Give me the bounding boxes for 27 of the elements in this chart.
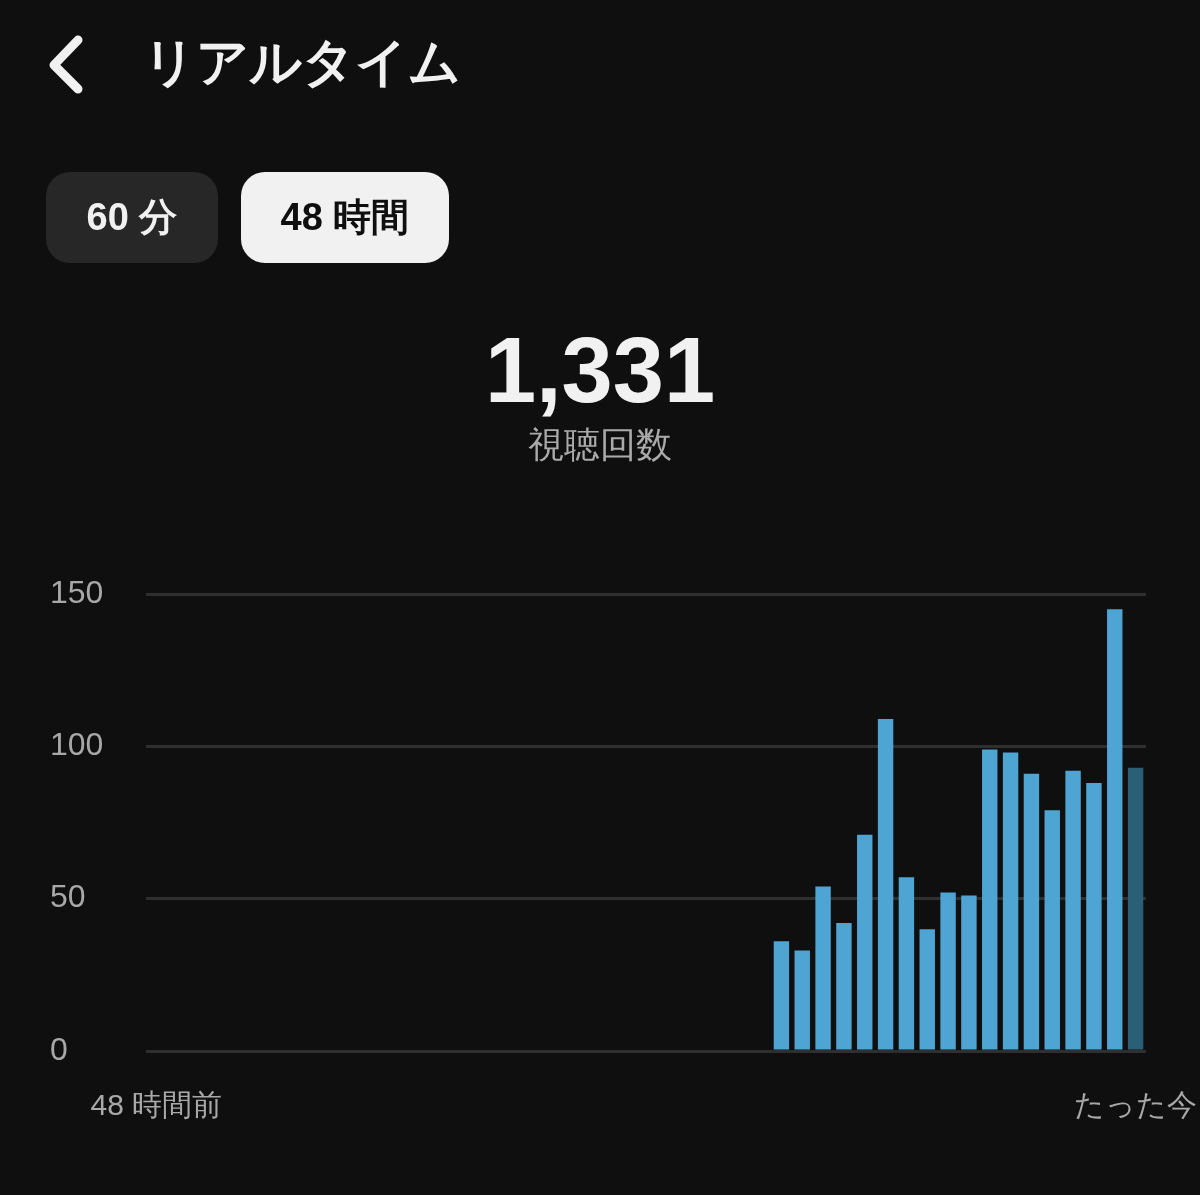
- bar: [773, 941, 790, 1050]
- text: 1,331: [483, 319, 717, 421]
- bar: [1086, 782, 1102, 1050]
- bar: [794, 950, 810, 1050]
- y-tick-label: 0: [50, 1030, 68, 1067]
- chart-title: リアルタイム: [143, 32, 461, 93]
- y-tick-label: 50: [50, 878, 86, 915]
- bar: [919, 929, 935, 1050]
- bar: [982, 749, 998, 1050]
- bar: [877, 718, 894, 1050]
- bar: [815, 886, 831, 1050]
- text: 視聴回数: [527, 423, 673, 467]
- bar: [961, 895, 977, 1050]
- bar: [1023, 773, 1040, 1050]
- y-tick-label: 100: [50, 726, 104, 763]
- bar: [1002, 752, 1019, 1050]
- bar: [940, 892, 956, 1050]
- bar: [1044, 810, 1060, 1050]
- y-tick-label: 150: [50, 573, 104, 610]
- bar: [857, 834, 873, 1050]
- x-tick-label: 48 時間前: [90, 1088, 223, 1122]
- bar: [1065, 770, 1081, 1050]
- bar: [1127, 767, 1144, 1050]
- bar: [898, 877, 915, 1050]
- bar: [1107, 609, 1123, 1050]
- bar: [836, 923, 852, 1050]
- x-tick-label: たった今: [1074, 1088, 1198, 1122]
